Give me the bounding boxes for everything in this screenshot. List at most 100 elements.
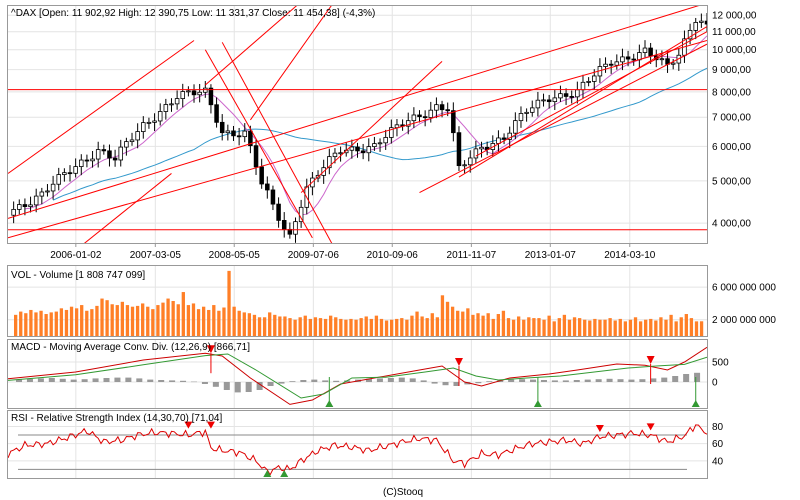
volume-bar xyxy=(181,292,185,336)
buy-signal-marker xyxy=(691,400,700,407)
volume-bar xyxy=(268,312,272,336)
macd-histogram-bar xyxy=(475,382,482,384)
candle xyxy=(699,20,704,23)
volume-bar xyxy=(125,305,130,336)
volume-bar xyxy=(537,318,541,336)
volume-bar xyxy=(288,318,292,336)
candle xyxy=(642,47,648,53)
volume-bar xyxy=(227,270,231,336)
candle xyxy=(360,150,366,154)
volume-bar xyxy=(501,310,506,336)
candle xyxy=(608,63,614,66)
candle xyxy=(203,87,208,93)
candle xyxy=(524,111,529,114)
volume-bar xyxy=(191,303,196,336)
candle xyxy=(152,120,157,123)
volume-bar xyxy=(471,314,475,336)
candle xyxy=(659,58,665,61)
candle xyxy=(174,98,180,105)
macd-histogram-bar xyxy=(486,381,493,382)
volume-bar xyxy=(572,317,577,336)
candle xyxy=(146,121,152,124)
volume-bar xyxy=(466,308,470,336)
volume-bar xyxy=(506,318,511,336)
volume-bar xyxy=(679,317,683,336)
candle xyxy=(186,90,191,93)
candle xyxy=(11,208,16,216)
volume-bar xyxy=(130,306,135,336)
candle xyxy=(338,152,343,155)
date-tick-label: 2008-05-05 xyxy=(209,250,261,261)
volume-bar xyxy=(547,315,551,336)
candle xyxy=(529,107,535,113)
macd-histogram-bar xyxy=(398,377,405,382)
volume-bar xyxy=(522,319,526,336)
macd-histogram-bar xyxy=(661,377,668,382)
candle xyxy=(569,96,574,98)
volume-bar xyxy=(400,318,404,336)
rsi-sell-marker xyxy=(595,425,604,433)
candle xyxy=(281,220,287,230)
volume-bar xyxy=(303,315,307,336)
candle xyxy=(79,159,84,167)
volume-bar xyxy=(339,318,343,336)
volume-bar xyxy=(151,309,155,336)
macd-histogram-bar xyxy=(37,378,44,382)
volume-bar xyxy=(638,321,643,336)
volume-bar xyxy=(557,318,561,336)
macd-histogram-bar xyxy=(333,380,340,382)
candle xyxy=(496,137,501,144)
candle xyxy=(95,149,101,160)
candle xyxy=(141,122,146,132)
volume-bar xyxy=(19,311,23,336)
candle xyxy=(332,152,338,158)
candle xyxy=(451,110,456,134)
volume-bar xyxy=(623,321,628,336)
volume-bar xyxy=(664,319,668,336)
macd-histogram-bar xyxy=(650,378,657,382)
candle xyxy=(124,141,129,148)
candle xyxy=(67,172,73,175)
macd-histogram-bar xyxy=(245,382,252,392)
volume-bar xyxy=(532,318,536,336)
date-tick-label: 2014-03-10 xyxy=(604,250,656,261)
volume-bar xyxy=(14,314,18,336)
candle xyxy=(28,204,33,207)
rsi-sell-marker xyxy=(206,421,215,429)
volume-bar xyxy=(425,318,429,336)
volume-bar xyxy=(608,318,612,336)
volume-axis: 2 000 000 000 6 000 000 000 xyxy=(712,283,776,327)
volume-plot xyxy=(14,270,704,336)
volume-bar xyxy=(171,301,175,336)
price-tick-label: 11 000,00 xyxy=(712,27,756,38)
trend-channel-line xyxy=(8,6,700,219)
volume-bar xyxy=(146,306,150,336)
macd-histogram-bar xyxy=(201,382,208,384)
volume-bar xyxy=(598,319,602,336)
macd-histogram-bar xyxy=(519,379,526,382)
volume-bar xyxy=(369,318,373,336)
candle xyxy=(586,81,591,83)
rsi-plot xyxy=(8,421,707,477)
candle xyxy=(327,156,332,169)
volume-bar xyxy=(603,319,607,336)
volume-bar xyxy=(80,305,84,336)
volume-bar xyxy=(105,300,109,336)
candle xyxy=(276,203,281,221)
macd-histogram-bar xyxy=(147,379,154,382)
macd-histogram-bar xyxy=(617,379,624,382)
volume-bar xyxy=(318,318,323,336)
candle xyxy=(614,61,620,66)
rsi-sell-marker xyxy=(184,421,193,429)
rsi-line xyxy=(8,424,707,476)
volume-bar xyxy=(212,305,216,336)
candle xyxy=(259,166,264,185)
candle xyxy=(580,81,586,91)
candle xyxy=(39,191,45,197)
candle xyxy=(219,121,225,134)
price-tick-label: 4 000,00 xyxy=(712,219,751,230)
volume-bar xyxy=(583,319,587,336)
volume-bar xyxy=(85,310,89,336)
candle xyxy=(479,146,484,150)
candle xyxy=(208,87,214,106)
